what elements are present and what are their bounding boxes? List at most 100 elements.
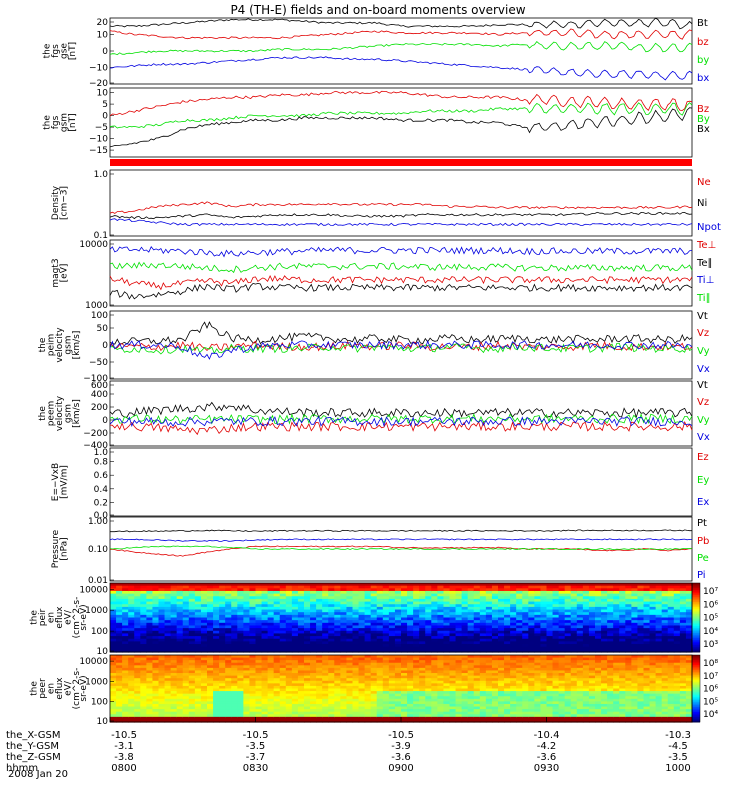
heatmap-cell <box>631 596 639 600</box>
heatmap-cell <box>194 633 202 637</box>
heatmap-cell <box>504 636 511 640</box>
heatmap-cell <box>188 680 196 684</box>
heatmap-cell <box>382 716 390 721</box>
heatmap-cell <box>304 598 311 603</box>
heatmap-cell <box>625 625 632 629</box>
heatmap-cell <box>358 691 366 695</box>
heatmap-cell <box>419 646 426 650</box>
y-axis-label-line: [nPa] <box>59 537 69 560</box>
heatmap-cell <box>576 665 584 669</box>
heatmap-cell <box>376 649 384 653</box>
heatmap-cell <box>170 660 178 664</box>
heatmap-cell <box>382 593 390 597</box>
heatmap-cell <box>607 588 614 592</box>
heatmap-cell <box>134 688 141 692</box>
heatmap-cell <box>158 609 166 613</box>
heatmap-cell <box>249 716 257 721</box>
heatmap-cell <box>504 706 511 710</box>
heatmap-cell <box>588 696 596 700</box>
heatmap-cell <box>164 617 172 621</box>
heatmap-cell <box>425 673 432 677</box>
heatmap-cell <box>194 675 202 679</box>
heatmap-cell <box>564 638 572 642</box>
heatmap-cell <box>455 711 463 715</box>
heatmap-cell <box>243 683 251 687</box>
heatmap-cell <box>170 593 178 597</box>
heatmap-cell <box>340 670 348 674</box>
heatmap-cell <box>328 588 335 592</box>
heatmap-cell <box>473 590 481 595</box>
heatmap-cell <box>491 683 499 687</box>
heatmap-cell <box>419 698 426 702</box>
heatmap-cell <box>437 673 445 677</box>
heatmap-cell <box>316 604 323 608</box>
heatmap-cell <box>437 604 445 608</box>
heatmap-cell <box>407 641 414 645</box>
heatmap-cell <box>540 593 548 597</box>
heatmap-cell <box>673 598 681 603</box>
heatmap-cell <box>582 596 590 600</box>
heatmap-cell <box>607 612 614 616</box>
heatmap-cell <box>491 696 499 700</box>
heatmap-cell <box>188 606 196 611</box>
heatmap-cell <box>534 644 542 648</box>
heatmap-cell <box>601 638 608 642</box>
heatmap-cell <box>261 630 269 635</box>
heatmap-cell <box>128 628 135 632</box>
heatmap-cell <box>582 662 590 666</box>
heatmap-cell <box>182 604 190 608</box>
heatmap-cell <box>449 596 457 600</box>
heatmap-cell <box>419 693 426 697</box>
heatmap-cell <box>504 714 511 718</box>
heatmap-cell <box>291 662 299 666</box>
heatmap-cell <box>637 601 645 605</box>
heatmap-cell <box>213 711 220 715</box>
heatmap-cell <box>491 628 499 632</box>
heatmap-cell <box>673 617 681 621</box>
heatmap-cell <box>182 614 190 619</box>
heatmap-cell <box>522 662 529 666</box>
heatmap-cell <box>261 641 269 645</box>
heatmap-cell <box>310 614 317 619</box>
heatmap-cell <box>479 701 487 705</box>
heatmap-cell <box>140 644 147 648</box>
heatmap-cell <box>116 606 123 611</box>
heatmap-cell <box>595 703 602 708</box>
heatmap-cell <box>473 614 481 619</box>
heatmap-cell <box>643 612 651 616</box>
heatmap-cell <box>285 598 293 603</box>
y-tick-label: 10000 <box>79 585 108 595</box>
heatmap-cell <box>401 662 408 666</box>
heatmap-cell <box>352 673 360 677</box>
heatmap-cell <box>601 612 608 616</box>
heatmap-cell <box>679 644 687 648</box>
heatmap-cell <box>273 604 281 608</box>
heatmap-cell <box>582 636 590 640</box>
heatmap-cell <box>291 683 299 687</box>
heatmap-cell <box>558 609 566 613</box>
heatmap-cell <box>510 622 517 627</box>
heatmap-cell <box>328 711 335 715</box>
heatmap-cell <box>134 657 141 661</box>
heatmap-cell <box>340 665 348 669</box>
heatmap-cell <box>164 630 172 635</box>
heatmap-cell <box>358 678 366 682</box>
heatmap-cell <box>504 596 511 600</box>
y-axis-label-line: fgs <box>51 44 61 58</box>
heatmap-cell <box>346 662 354 666</box>
heatmap-cell <box>637 583 645 587</box>
heatmap-cell <box>291 598 299 603</box>
heatmap-cell <box>352 706 360 710</box>
heatmap-cell <box>370 716 378 721</box>
heatmap-cell <box>455 644 463 648</box>
heatmap-cell <box>279 628 287 632</box>
heatmap-cell <box>370 636 378 640</box>
heatmap-cell <box>194 617 202 621</box>
heatmap-cell <box>194 688 202 692</box>
heatmap-cell <box>134 625 141 629</box>
heatmap-cell <box>297 696 305 700</box>
heatmap-cell <box>231 716 238 721</box>
legend-bz: bz <box>697 37 709 48</box>
heatmap-cell <box>243 620 251 624</box>
